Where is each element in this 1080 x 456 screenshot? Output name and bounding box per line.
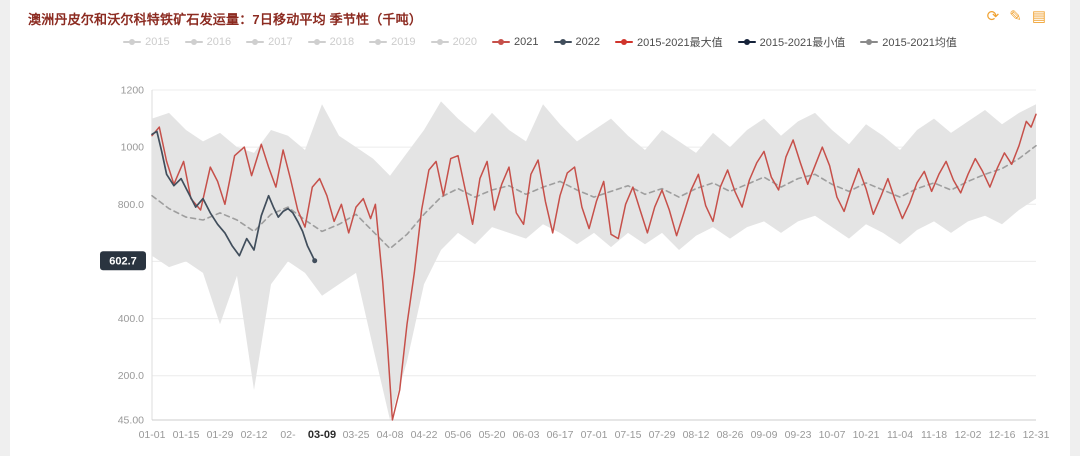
x-axis-label: 12-02: [955, 429, 982, 441]
legend-item[interactable]: 2015-2021最大值: [615, 34, 723, 50]
legend-item[interactable]: 2022: [553, 36, 601, 48]
series-line-2021: [151, 113, 1037, 421]
legend-label: 2021: [514, 36, 539, 48]
legend-item[interactable]: 2015-2021最小值: [737, 34, 846, 50]
x-axis-label: 05-20: [479, 429, 506, 441]
chart-area[interactable]: 1200 1000 800.0 400.0 200.0 45.00 602.7 01-01 01…: [10, 52, 1070, 448]
legend-marker-icon: [553, 38, 572, 46]
legend-label: 2019: [391, 36, 416, 48]
legend: 2015 2016 2017 2018 2019 2020 20: [10, 28, 1070, 52]
toolbar: ⟳ ✎ ▤: [987, 9, 1046, 24]
legend-marker-icon: [307, 38, 326, 46]
y-axis-badge-label: 602.7: [109, 256, 137, 268]
series-line-2022: [151, 130, 316, 262]
x-axis-label: 05-06: [445, 429, 472, 441]
x-axis-label: 12-31: [1023, 429, 1050, 441]
x-axis-label: 11-04: [887, 429, 913, 441]
x-axis-label: 09-23: [785, 429, 812, 441]
x-axis-label: 04-22: [411, 429, 438, 441]
legend-label: 2016: [206, 36, 232, 48]
legend-item[interactable]: 2019: [369, 36, 416, 48]
legend-marker-icon: [492, 38, 511, 46]
x-axis-label: 10-21: [853, 429, 880, 441]
y-axis-label: 800.0: [118, 199, 144, 211]
series-end-dot: [312, 258, 318, 264]
y-axis-label: 1200: [121, 85, 145, 97]
x-axis-label: 11-18: [921, 429, 947, 441]
legend-label: 2020: [452, 36, 478, 48]
x-axis-label: 08-12: [683, 429, 710, 441]
legend-item[interactable]: 2020: [430, 36, 478, 48]
x-axis-label: 07-15: [615, 429, 642, 441]
legend-marker-icon: [615, 38, 634, 46]
legend-item[interactable]: 2015-2021均值: [860, 34, 957, 50]
x-axis-label: 07-01: [581, 429, 608, 441]
x-axis-label: 02-12: [241, 429, 268, 441]
x-axis-label: 08-26: [717, 429, 744, 441]
x-axis-label: 01-01: [139, 429, 166, 441]
header: 澳洲丹皮尔和沃尔科特铁矿石发运量：7日移动平均 季节性（千吨） ⟳ ✎ ▤: [10, 0, 1070, 28]
legend-item[interactable]: 2021: [492, 36, 539, 48]
x-axis-label: 02-: [280, 429, 296, 441]
x-axis-label: 03-09: [308, 429, 336, 441]
x-axis-label: 12-16: [989, 429, 1016, 441]
legend-marker-icon: [737, 38, 756, 46]
legend-item[interactable]: 2016: [184, 36, 232, 48]
page-title: 澳洲丹皮尔和沃尔科特铁矿石发运量：7日移动平均 季节性（千吨）: [28, 12, 423, 27]
legend-marker-icon: [123, 38, 142, 46]
legend-label: 2022: [575, 36, 601, 48]
y-axis-badge: [100, 251, 146, 271]
y-axis-label: 200.0: [118, 370, 144, 382]
edit-icon[interactable]: ✎: [1009, 8, 1022, 25]
legend-label: 2015-2021最大值: [637, 37, 723, 49]
x-axis-label: 06-03: [513, 429, 540, 441]
x-axis-label: 09-09: [751, 429, 778, 441]
legend-marker-icon: [430, 38, 449, 46]
x-axis-label: 06-17: [547, 429, 574, 441]
chart-svg: 1200 1000 800.0 400.0 200.0 45.00 602.7 01-01 01…: [100, 85, 1050, 441]
legend-item[interactable]: 2018: [307, 36, 355, 48]
y-axis-label: 45.00: [118, 415, 144, 427]
legend-label: 2017: [268, 36, 293, 48]
x-axis-label: 01-29: [207, 429, 234, 441]
legend-marker-icon: [246, 38, 265, 46]
legend-label: 2015-2021均值: [882, 37, 957, 49]
x-axis-label: 07-29: [649, 429, 676, 441]
legend-marker-icon: [860, 38, 879, 46]
legend-marker-icon: [369, 38, 388, 46]
x-axis-label: 04-08: [377, 429, 404, 441]
x-axis-label: 01-15: [173, 429, 200, 441]
legend-label: 2015-2021最小值: [759, 37, 846, 49]
copy-icon[interactable]: ▤: [1031, 8, 1046, 25]
x-axis-label: 10-07: [819, 429, 846, 441]
band-minmax: [152, 101, 1036, 421]
chart-card: 澳洲丹皮尔和沃尔科特铁矿石发运量：7日移动平均 季节性（千吨） ⟳ ✎ ▤ 20…: [10, 0, 1070, 456]
legend-marker-icon: [184, 38, 203, 46]
refresh-icon[interactable]: ⟳: [986, 8, 1000, 25]
x-axis-label: 03-25: [343, 429, 370, 441]
legend-item[interactable]: 2015: [123, 36, 170, 48]
y-axis-label: 1000: [121, 142, 145, 154]
y-axis-label: 400.0: [118, 313, 144, 325]
legend-item[interactable]: 2017: [246, 36, 293, 48]
legend-label: 2015: [145, 36, 170, 48]
legend-label: 2018: [329, 36, 355, 48]
